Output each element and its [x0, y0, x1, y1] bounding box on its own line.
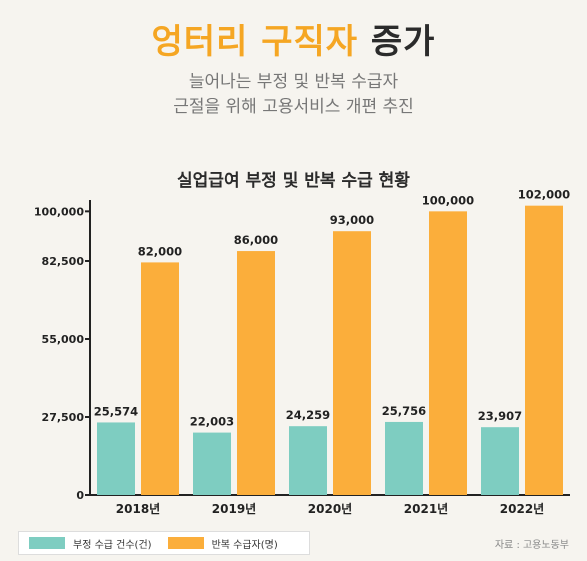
data-label-fraud: 22,003: [190, 415, 234, 429]
data-label-repeat: 93,000: [330, 213, 374, 227]
bar-fraud: [193, 432, 231, 495]
bar-fraud: [385, 421, 423, 495]
bar-repeat: [237, 251, 275, 495]
bar-fraud: [289, 426, 327, 495]
data-label-repeat: 102,000: [518, 188, 570, 202]
subtitle-line-2: 근절을 위해 고용서비스 개편 추진: [173, 97, 414, 117]
legend-swatch-fraud: [29, 537, 65, 549]
data-label-fraud: 23,907: [478, 409, 522, 423]
data-label-repeat: 86,000: [234, 233, 278, 247]
chart-title: 실업급여 부정 및 반복 수급 현황: [177, 171, 410, 191]
x-tick-label: 2022년: [500, 502, 544, 516]
y-tick-label: 100,000: [34, 205, 84, 218]
legend-item-repeat: 반복 수급자(명): [158, 536, 278, 551]
data-label-fraud: 25,756: [382, 404, 426, 418]
bar-repeat: [429, 211, 467, 495]
headline-rest: 증가: [358, 22, 436, 62]
bar-fraud: [97, 422, 135, 495]
bar-repeat: [333, 231, 371, 496]
data-label-fraud: 24,259: [286, 408, 330, 422]
legend-swatch-repeat: [167, 537, 204, 549]
legend-item-fraud: 부정 수급 건수(건): [19, 536, 152, 551]
subtitle-line-1: 늘어나는 부정 및 반복 수급자: [188, 72, 399, 92]
legend-label-fraud: 부정 수급 건수(건): [73, 539, 152, 551]
y-tick-label: 0: [76, 489, 84, 502]
x-tick-label: 2020년: [308, 502, 352, 516]
data-label-fraud: 25,574: [94, 404, 138, 418]
x-tick-label: 2021년: [404, 502, 448, 516]
data-label-repeat: 100,000: [422, 193, 474, 207]
legend-label-repeat: 반복 수급자(명): [211, 539, 278, 551]
subtitle: 늘어나는 부정 및 반복 수급자 근절을 위해 고용서비스 개편 추진: [0, 70, 587, 120]
source-note: 자료 : 고용노동부: [494, 540, 569, 551]
legend: 부정 수급 건수(건) 반복 수급자(명): [18, 531, 310, 555]
x-tick-label: 2019년: [212, 502, 256, 516]
data-label-repeat: 82,000: [138, 244, 182, 258]
bar-repeat: [525, 205, 563, 495]
x-tick-label: 2018년: [116, 502, 160, 516]
y-tick-label: 27,500: [42, 411, 85, 424]
bar-fraud: [481, 427, 519, 495]
y-tick-label: 55,000: [42, 333, 85, 346]
headline-accent: 엉터리 구직자: [151, 22, 359, 62]
headline: 엉터리 구직자 증가: [0, 14, 587, 63]
y-tick-label: 82,500: [42, 255, 85, 268]
bar-repeat: [141, 262, 179, 495]
